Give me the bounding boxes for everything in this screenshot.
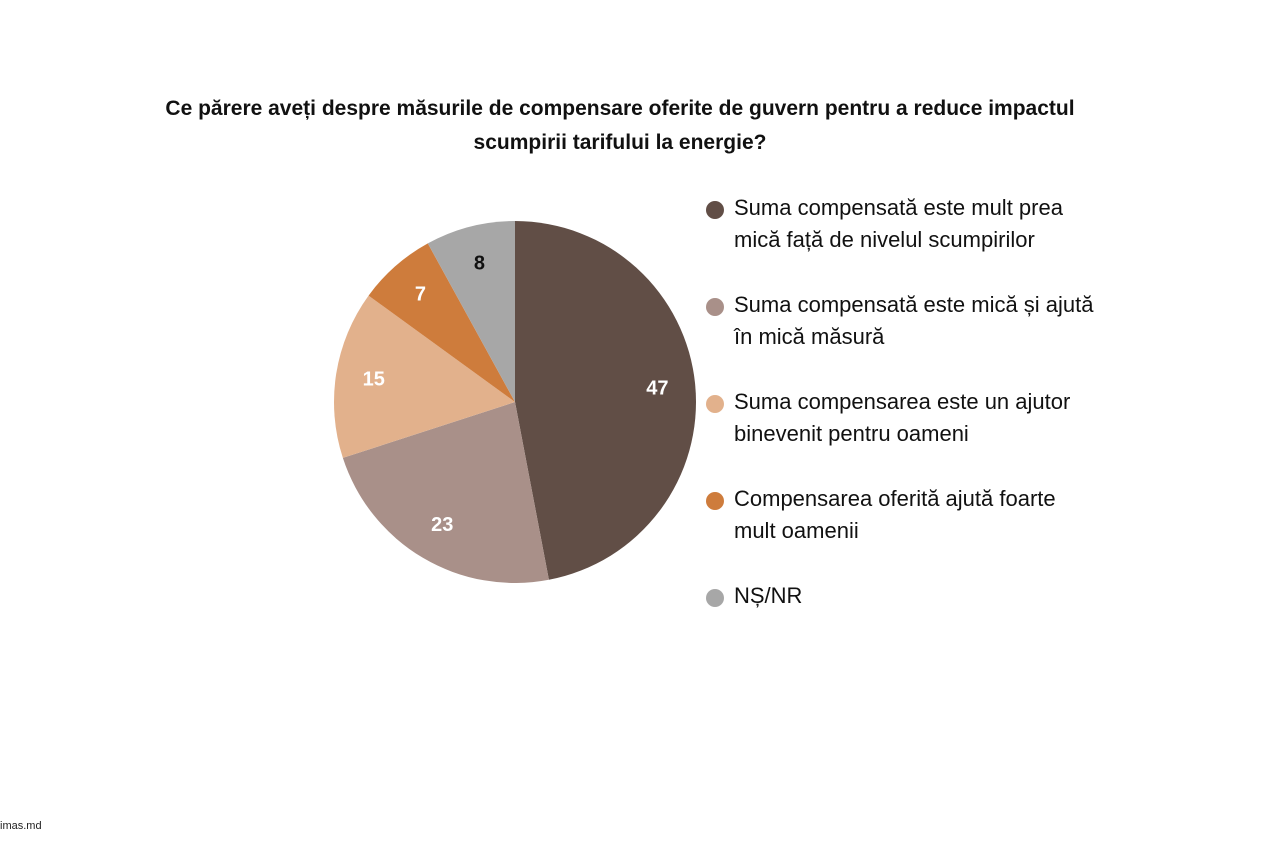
legend-marker — [706, 395, 724, 413]
legend-marker — [706, 589, 724, 607]
legend-label-line: în mică măsură — [734, 324, 885, 349]
legend-marker — [706, 492, 724, 510]
legend-label: Suma compensată este mult prea mică față… — [734, 192, 1114, 256]
pie-slice — [427, 221, 515, 402]
chart-title-line-2: scumpirii tarifului la energie? — [473, 131, 767, 154]
legend-label: Suma compensată este mică și ajută în mi… — [734, 289, 1114, 353]
source-credit: imas.md — [0, 820, 42, 832]
pie-slice — [368, 243, 515, 402]
slice-value-label: 23 — [431, 514, 453, 536]
legend-label-line: NȘ/NR — [734, 583, 803, 608]
legend-label: Suma compensarea este un ajutor bineveni… — [734, 386, 1114, 450]
legend-label-line: mică față de nivelul scumpirilor — [734, 227, 1035, 252]
slice-value-label: 47 — [646, 378, 668, 400]
slice-value-label: 15 — [363, 369, 385, 391]
slice-value-label: 7 — [415, 284, 426, 306]
pie-chart: 47 23 15 7 8 — [334, 221, 697, 583]
legend-label-line: Suma compensarea este un ajutor — [734, 389, 1071, 414]
legend-label-line: Compensarea oferită ajută foarte — [734, 486, 1056, 511]
legend-label-line: Suma compensată este mică și ajută — [734, 292, 1094, 317]
legend-label-line: mult oamenii — [734, 518, 859, 543]
slice-value-label: 8 — [474, 253, 485, 275]
legend-label-line: Suma compensată este mult prea — [734, 195, 1063, 220]
pie-slice — [515, 221, 697, 580]
chart-title: Ce părere aveți despre măsurile de compe… — [110, 92, 1130, 160]
legend-label: NȘ/NR — [734, 580, 1114, 612]
legend-label: Compensarea oferită ajută foarte mult oa… — [734, 483, 1114, 547]
legend-label-line: binevenit pentru oameni — [734, 421, 969, 446]
pie-slice — [334, 295, 515, 458]
chart-title-line-1: Ce părere aveți despre măsurile de compe… — [165, 97, 1075, 120]
legend-marker — [706, 298, 724, 316]
pie-slice — [342, 402, 549, 583]
legend-marker — [706, 201, 724, 219]
